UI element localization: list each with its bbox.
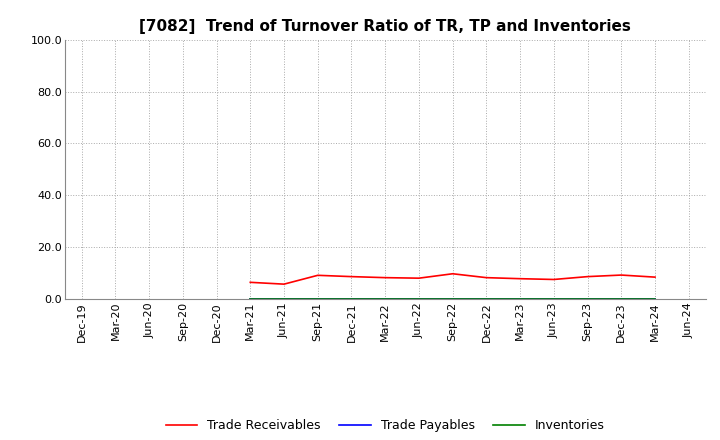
Trade Receivables xyxy=(449,271,457,276)
Trade Payables xyxy=(482,296,491,301)
Trade Payables xyxy=(617,296,626,301)
Inventories xyxy=(583,296,592,301)
Trade Payables xyxy=(347,296,356,301)
Trade Receivables xyxy=(651,275,660,280)
Inventories xyxy=(313,296,322,301)
Trade Payables xyxy=(449,296,457,301)
Inventories xyxy=(347,296,356,301)
Trade Receivables xyxy=(347,274,356,279)
Trade Receivables xyxy=(583,274,592,279)
Inventories xyxy=(516,296,524,301)
Line: Trade Receivables: Trade Receivables xyxy=(251,274,655,284)
Inventories xyxy=(549,296,558,301)
Trade Receivables xyxy=(415,275,423,281)
Trade Receivables xyxy=(617,272,626,278)
Trade Receivables xyxy=(549,277,558,282)
Inventories xyxy=(381,296,390,301)
Inventories xyxy=(246,296,255,301)
Trade Receivables xyxy=(246,280,255,285)
Trade Payables xyxy=(516,296,524,301)
Title: [7082]  Trend of Turnover Ratio of TR, TP and Inventories: [7082] Trend of Turnover Ratio of TR, TP… xyxy=(139,19,631,34)
Trade Payables xyxy=(313,296,322,301)
Trade Payables xyxy=(583,296,592,301)
Trade Payables xyxy=(279,296,288,301)
Trade Payables xyxy=(651,296,660,301)
Inventories xyxy=(449,296,457,301)
Inventories xyxy=(482,296,491,301)
Trade Payables xyxy=(415,296,423,301)
Trade Receivables xyxy=(516,276,524,281)
Trade Payables xyxy=(246,296,255,301)
Trade Payables xyxy=(549,296,558,301)
Trade Receivables xyxy=(482,275,491,280)
Inventories xyxy=(651,296,660,301)
Inventories xyxy=(415,296,423,301)
Inventories xyxy=(617,296,626,301)
Inventories xyxy=(279,296,288,301)
Trade Payables xyxy=(381,296,390,301)
Legend: Trade Receivables, Trade Payables, Inventories: Trade Receivables, Trade Payables, Inven… xyxy=(161,414,610,437)
Trade Receivables xyxy=(313,273,322,278)
Trade Receivables xyxy=(279,282,288,287)
Trade Receivables xyxy=(381,275,390,280)
